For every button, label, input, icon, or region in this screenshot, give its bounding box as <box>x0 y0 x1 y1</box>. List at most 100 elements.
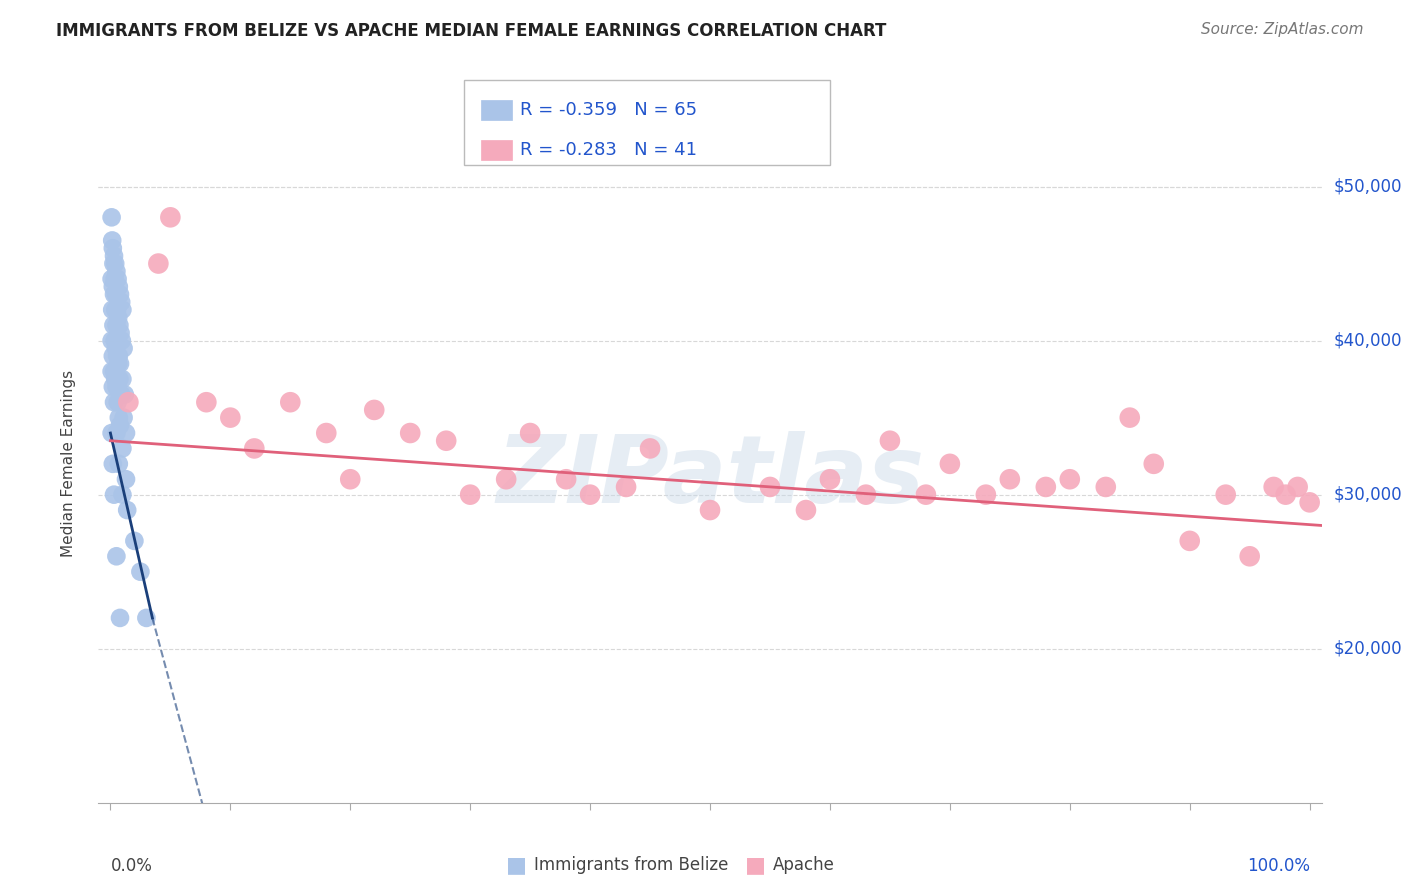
Point <box>495 472 517 486</box>
Point <box>108 349 129 363</box>
Point <box>101 349 124 363</box>
Point <box>105 264 128 278</box>
Point <box>638 442 661 456</box>
Point <box>1035 480 1057 494</box>
Text: ■: ■ <box>745 855 766 875</box>
Point <box>1274 488 1296 502</box>
Point <box>108 611 131 625</box>
Point <box>105 380 128 394</box>
Point <box>104 334 127 348</box>
Point <box>195 395 218 409</box>
Point <box>100 334 122 348</box>
Point <box>1298 495 1320 509</box>
Point <box>103 318 125 333</box>
Point <box>1178 533 1201 548</box>
Point <box>104 272 127 286</box>
Point <box>103 287 125 301</box>
Point <box>108 457 129 471</box>
Point <box>111 334 134 348</box>
Point <box>103 256 125 270</box>
Point <box>100 425 122 440</box>
Point <box>112 341 135 355</box>
Point <box>110 295 132 310</box>
Point <box>108 287 131 301</box>
Point <box>115 503 138 517</box>
Point <box>104 256 127 270</box>
Point <box>115 472 138 486</box>
Point <box>104 341 127 355</box>
Text: Apache: Apache <box>773 856 835 874</box>
Point <box>614 480 637 494</box>
Point <box>1094 480 1116 494</box>
Point <box>104 287 127 301</box>
Point <box>363 403 385 417</box>
Point <box>108 357 131 371</box>
Point <box>105 302 128 317</box>
Point <box>105 549 128 564</box>
Point <box>135 611 157 625</box>
Point <box>939 457 962 471</box>
Point <box>101 457 124 471</box>
Point <box>434 434 457 448</box>
Point <box>110 326 132 340</box>
Point <box>108 279 129 293</box>
Point <box>100 364 122 378</box>
Point <box>107 357 129 371</box>
Point <box>1143 457 1166 471</box>
Point <box>1239 549 1261 564</box>
Point <box>315 425 337 440</box>
Text: 100.0%: 100.0% <box>1247 856 1309 875</box>
Point <box>107 272 129 286</box>
Point <box>103 364 125 378</box>
Point <box>114 387 136 401</box>
Point <box>103 395 125 409</box>
Point <box>148 256 170 270</box>
Point <box>104 302 127 317</box>
Point <box>855 488 877 502</box>
Text: $20,000: $20,000 <box>1334 640 1402 657</box>
Point <box>101 302 124 317</box>
Point <box>108 418 131 433</box>
Point <box>105 318 128 333</box>
Point <box>879 434 901 448</box>
Point <box>100 272 122 286</box>
Point <box>111 302 134 317</box>
Text: R = -0.283   N = 41: R = -0.283 N = 41 <box>520 141 697 159</box>
Point <box>108 318 131 333</box>
Point <box>519 425 541 440</box>
Point <box>115 425 138 440</box>
Point <box>101 234 124 248</box>
Point <box>243 442 266 456</box>
Point <box>101 279 124 293</box>
Point <box>159 211 181 225</box>
Point <box>219 410 242 425</box>
Point <box>794 503 817 517</box>
Text: IMMIGRANTS FROM BELIZE VS APACHE MEDIAN FEMALE EARNINGS CORRELATION CHART: IMMIGRANTS FROM BELIZE VS APACHE MEDIAN … <box>56 22 887 40</box>
Point <box>1286 480 1309 494</box>
Text: ZIPatlas: ZIPatlas <box>496 432 924 524</box>
Text: Source: ZipAtlas.com: Source: ZipAtlas.com <box>1201 22 1364 37</box>
Text: Immigrants from Belize: Immigrants from Belize <box>534 856 728 874</box>
Text: 0.0%: 0.0% <box>111 856 152 875</box>
Point <box>101 241 124 255</box>
Point <box>998 472 1021 486</box>
Point <box>339 472 361 486</box>
Text: $40,000: $40,000 <box>1334 332 1402 350</box>
Point <box>107 395 129 409</box>
Point <box>103 488 125 502</box>
Point <box>108 372 131 386</box>
Point <box>107 334 129 348</box>
Point <box>107 310 129 325</box>
Point <box>1263 480 1285 494</box>
Point <box>579 488 602 502</box>
Point <box>759 480 782 494</box>
Point <box>108 410 129 425</box>
Point <box>974 488 997 502</box>
Point <box>458 488 481 502</box>
Point <box>818 472 841 486</box>
Point <box>915 488 938 502</box>
Point <box>278 395 301 409</box>
Point <box>103 249 125 263</box>
Point <box>117 395 139 409</box>
Point <box>100 211 122 225</box>
